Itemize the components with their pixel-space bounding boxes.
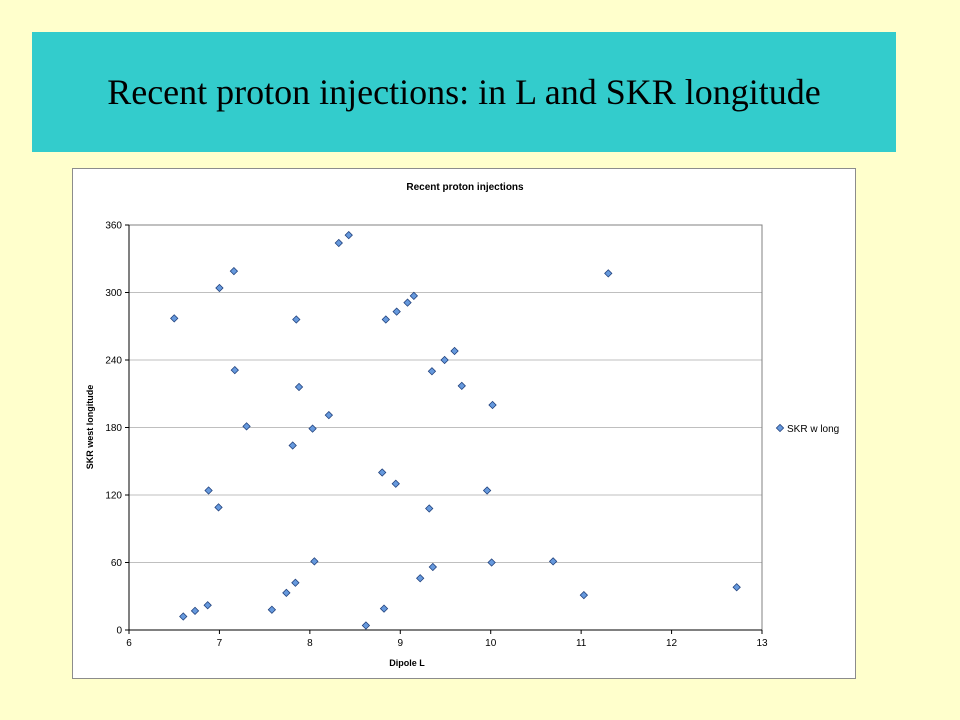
gridlines: [129, 224, 762, 563]
data-point: [308, 424, 317, 433]
data-point: [190, 606, 200, 616]
data-point: [604, 269, 613, 278]
data-point: [428, 562, 438, 572]
data-point: [230, 365, 239, 375]
scatter-chart: Recent proton injections 6 7 8 9 10 11 12 13 06…: [85, 182, 839, 668]
y-tick-label: 300: [105, 288, 122, 299]
data-point: [170, 314, 179, 323]
data-point: [179, 612, 188, 621]
data-point: [403, 298, 412, 307]
legend-marker: [775, 423, 785, 433]
legend-entry: SKR w long: [787, 424, 839, 435]
data-point: [579, 590, 589, 600]
data-point: [267, 605, 277, 614]
y-tick-label: 0: [116, 626, 122, 637]
data-point: [291, 578, 300, 587]
x-axis-title: Dipole L: [389, 658, 425, 668]
data-point: [427, 367, 437, 376]
data-point: [732, 583, 741, 592]
x-tick-label: 9: [398, 638, 404, 649]
x-tick-label: 8: [307, 638, 313, 649]
title-banner: Recent proton injections: in L and SKR l…: [32, 32, 896, 152]
x-tick-label: 10: [485, 638, 497, 649]
data-point: [242, 422, 251, 431]
x-tick-label: 13: [756, 638, 768, 649]
data-point: [488, 400, 497, 410]
data-point: [334, 238, 343, 248]
y-tick-label: 240: [105, 356, 122, 367]
data-point: [344, 230, 353, 240]
data-point: [425, 504, 434, 513]
y-tick-label: 360: [105, 221, 122, 232]
x-tick-label: 12: [666, 638, 678, 649]
x-tick-label: 6: [126, 638, 132, 649]
data-point: [282, 588, 291, 598]
data-point: [378, 468, 387, 477]
data-point: [214, 503, 223, 512]
data-point: [294, 382, 304, 392]
data-point: [229, 266, 239, 276]
x-tick-labels: 6 7 8 9 10 11 12 13: [126, 630, 768, 649]
data-point: [288, 441, 297, 450]
y-tick-labels: 0 60 120 180 240 300 360: [105, 221, 129, 637]
chart-title: Recent proton injections: [406, 182, 524, 193]
legend: SKR w long: [775, 423, 839, 435]
data-point: [457, 381, 466, 391]
y-tick-label: 180: [105, 423, 122, 434]
data-point: [409, 291, 419, 301]
data-point: [203, 601, 212, 610]
data-point: [361, 621, 371, 630]
x-tick-label: 7: [217, 638, 223, 649]
data-point: [381, 315, 390, 324]
data-point: [440, 355, 449, 365]
data-points: [170, 230, 741, 630]
y-tick-label: 120: [105, 491, 122, 502]
data-point: [204, 486, 213, 495]
data-point: [548, 557, 558, 566]
data-point: [487, 558, 496, 567]
data-point: [391, 479, 400, 488]
data-point: [292, 315, 301, 324]
data-point: [450, 346, 459, 356]
data-point: [324, 410, 334, 420]
y-tick-label: 60: [111, 558, 123, 569]
data-point: [482, 486, 492, 495]
slide-title: Recent proton injections: in L and SKR l…: [107, 72, 821, 112]
data-point: [416, 574, 425, 583]
y-axis-title: SKR west longitude: [85, 385, 95, 470]
data-point: [310, 557, 319, 566]
data-point: [215, 283, 224, 293]
data-point: [379, 604, 389, 613]
data-point: [392, 307, 401, 316]
x-tick-label: 11: [576, 638, 587, 649]
